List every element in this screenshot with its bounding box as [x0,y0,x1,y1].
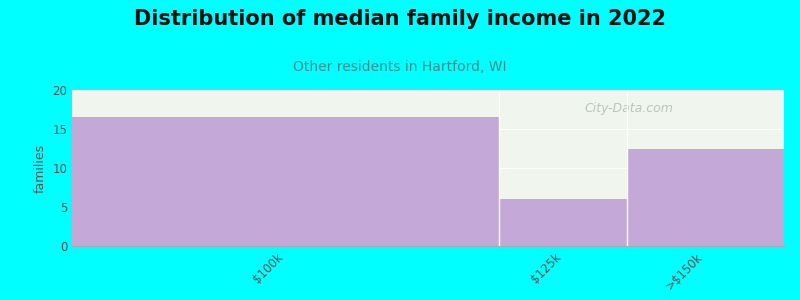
Text: Distribution of median family income in 2022: Distribution of median family income in … [134,9,666,29]
Bar [627,148,784,246]
Y-axis label: families: families [34,143,46,193]
Bar [499,199,627,246]
Text: Other residents in Hartford, WI: Other residents in Hartford, WI [294,60,506,74]
Bar [72,117,499,246]
Text: City-Data.com: City-Data.com [585,103,674,116]
